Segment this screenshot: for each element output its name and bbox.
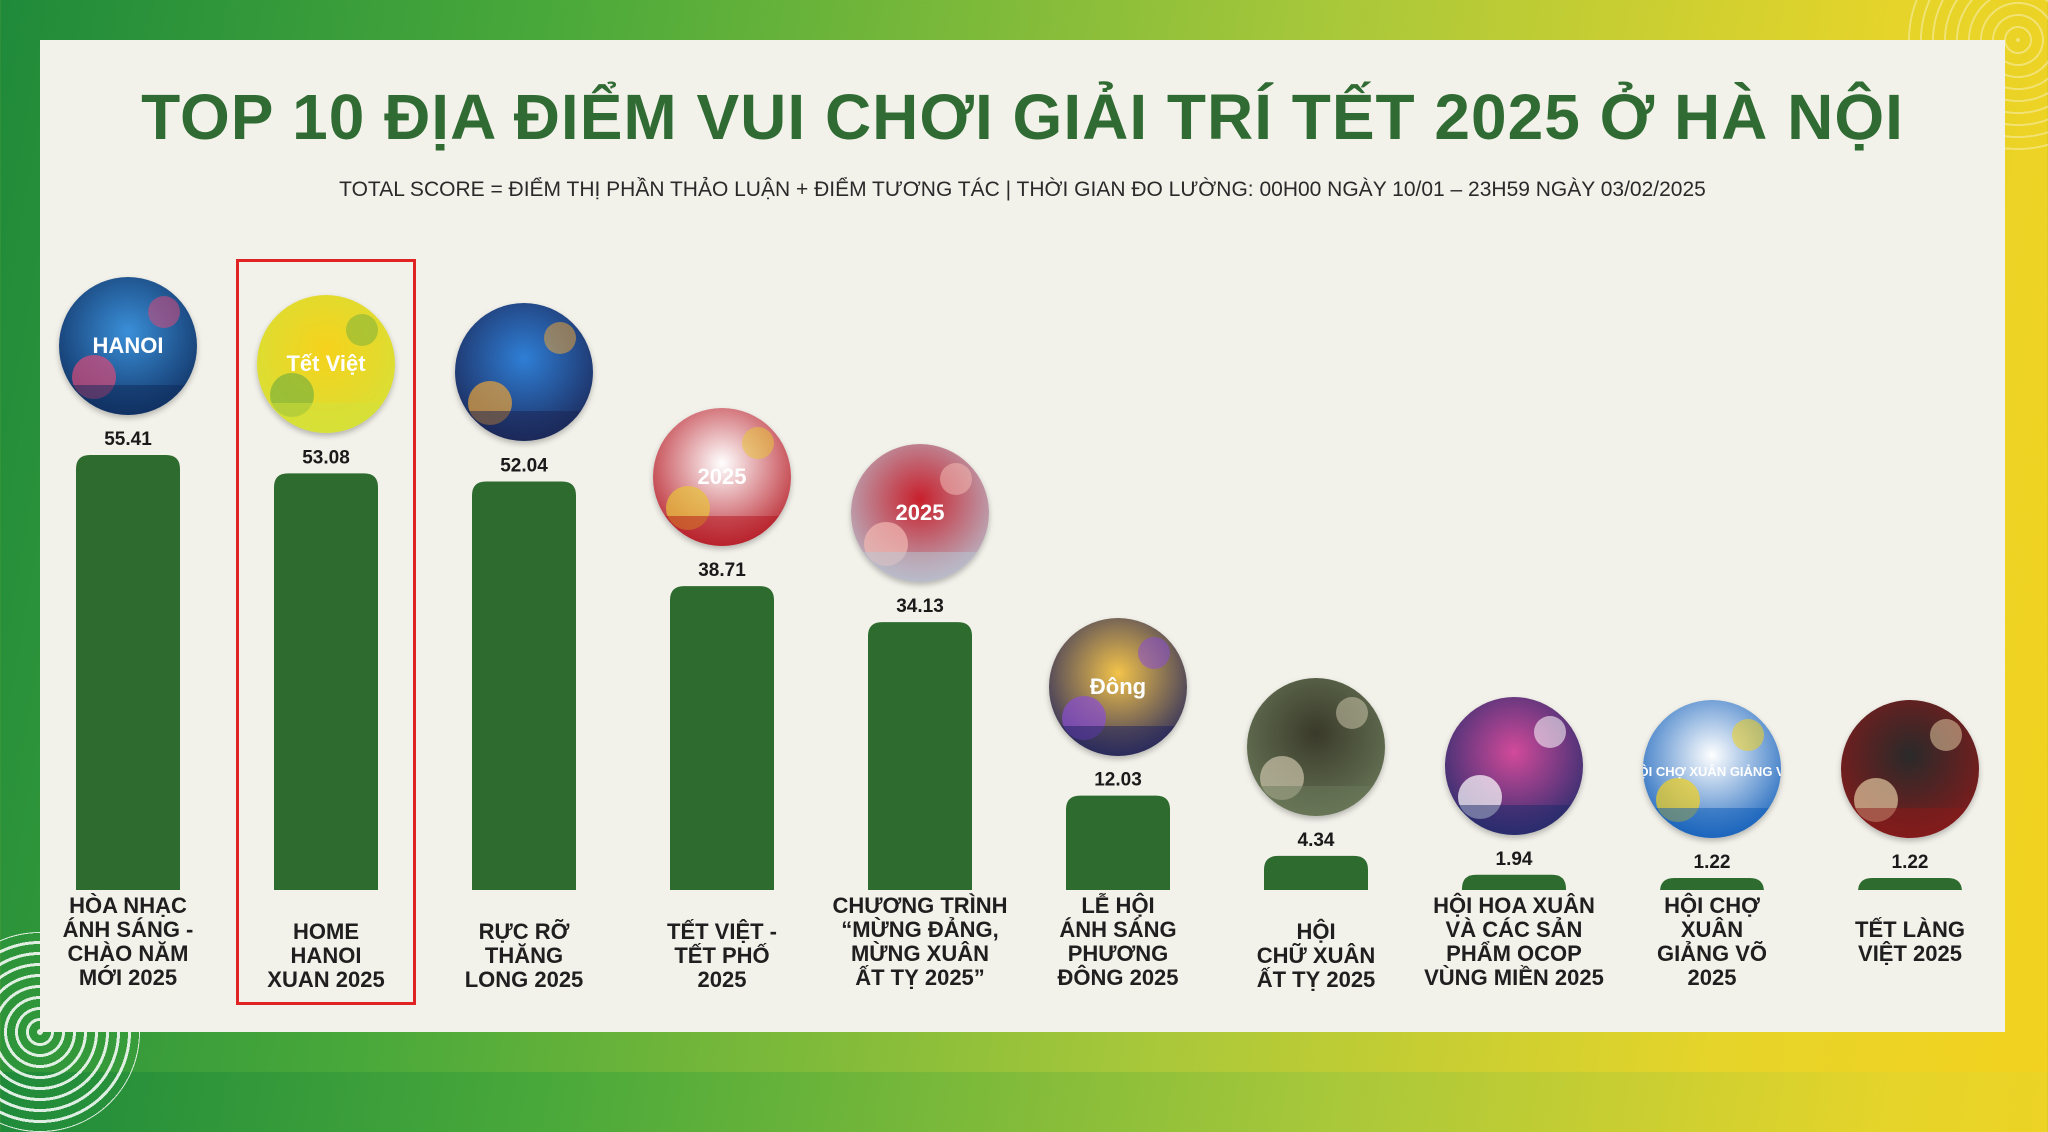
- bar-1: [76, 455, 180, 890]
- svg-text:2025: 2025: [896, 500, 945, 525]
- chart-subtitle: TOTAL SCORE = ĐIỂM THỊ PHẦN THẢO LUẬN + …: [339, 178, 1706, 201]
- svg-text:HANOI: HANOI: [93, 333, 164, 358]
- value-label-8: 1.94: [1496, 849, 1533, 870]
- category-label-4: TẾT VIỆT - TẾT PHỐ 2025: [667, 919, 777, 992]
- svg-text:Đông: Đông: [1090, 674, 1146, 699]
- bar-8: [1462, 874, 1566, 890]
- phuong-dong-lantern-thumbnail: Đông: [1049, 617, 1187, 756]
- svg-text:HỘI CHỢ XUÂN GIẢNG VÕ: HỘI CHỢ XUÂN GIẢNG VÕ: [1643, 764, 1781, 779]
- value-label-9: 1.22: [1694, 852, 1731, 873]
- category-label-10: TẾT LÀNG VIỆT 2025: [1855, 917, 1965, 966]
- bar-6: [1066, 795, 1170, 890]
- bar-4: [670, 586, 774, 890]
- value-label-1: 55.41: [104, 429, 152, 450]
- hoi-cho-giang-vo-logo-thumbnail: HỘI CHỢ XUÂN GIẢNG VÕ: [1643, 700, 1781, 838]
- category-label-7: HỘI CHỮ XUÂN ẤT TỴ 2025: [1256, 919, 1376, 992]
- bar-chart: 55.41 53.08 52.04 38.71 34.13 12.03 4.34 1.94 1.…: [76, 429, 1962, 892]
- category-label-3: RỰC RỠ THĂNG LONG 2025: [464, 919, 584, 992]
- svg-text:2025: 2025: [698, 464, 747, 489]
- bar-2: [274, 473, 378, 890]
- chart-title: TOP 10 ĐỊA ĐIỂM VUI CHƠI GIẢI TRÍ TẾT 20…: [141, 81, 1904, 153]
- bar-7: [1264, 855, 1368, 890]
- fireworks-phoenix-thumbnail: [455, 303, 593, 442]
- category-label-6: LỄ HỘI ÁNH SÁNG PHƯƠNG ĐÔNG 2025: [1057, 893, 1179, 990]
- category-label-8: HỘI HOA XUÂN VÀ CÁC SẢN PHẨM OCOP VÙNG MIỀN…: [1424, 893, 1604, 990]
- value-label-3: 52.04: [500, 455, 548, 476]
- value-label-6: 12.03: [1094, 770, 1142, 791]
- value-label-5: 34.13: [896, 596, 944, 617]
- category-label-9: HỘI CHỢ XUÂN GIẢNG VÕ 2025: [1656, 893, 1767, 990]
- value-label-4: 38.71: [698, 560, 746, 581]
- highlight-box: [236, 259, 416, 1005]
- svg-text:Tết Việt: Tết Việt: [286, 351, 366, 376]
- value-label-7: 4.34: [1298, 830, 1335, 851]
- bar-3: [472, 481, 576, 890]
- category-label-2: HOME HANOI XUAN 2025: [267, 919, 385, 992]
- bar-5: [868, 622, 972, 890]
- bar-9: [1660, 878, 1764, 892]
- tet-pho-poster-thumbnail: 2025: [653, 408, 791, 547]
- bar-10: [1858, 878, 1962, 892]
- category-label-1: HÒA NHẠC ÁNH SÁNG - CHÀO NĂM MỚI 2025: [62, 893, 194, 990]
- chart-panel: TOP 10 ĐỊA ĐIỂM VUI CHƠI GIẢI TRÍ TẾT 20…: [40, 40, 2005, 1032]
- value-label-2: 53.08: [302, 447, 350, 468]
- value-label-10: 1.22: [1892, 852, 1929, 873]
- category-label-5: CHƯƠNG TRÌNH “MỪNG ĐẢNG, MỪNG XUÂN ẤT TỴ 20…: [832, 893, 1008, 990]
